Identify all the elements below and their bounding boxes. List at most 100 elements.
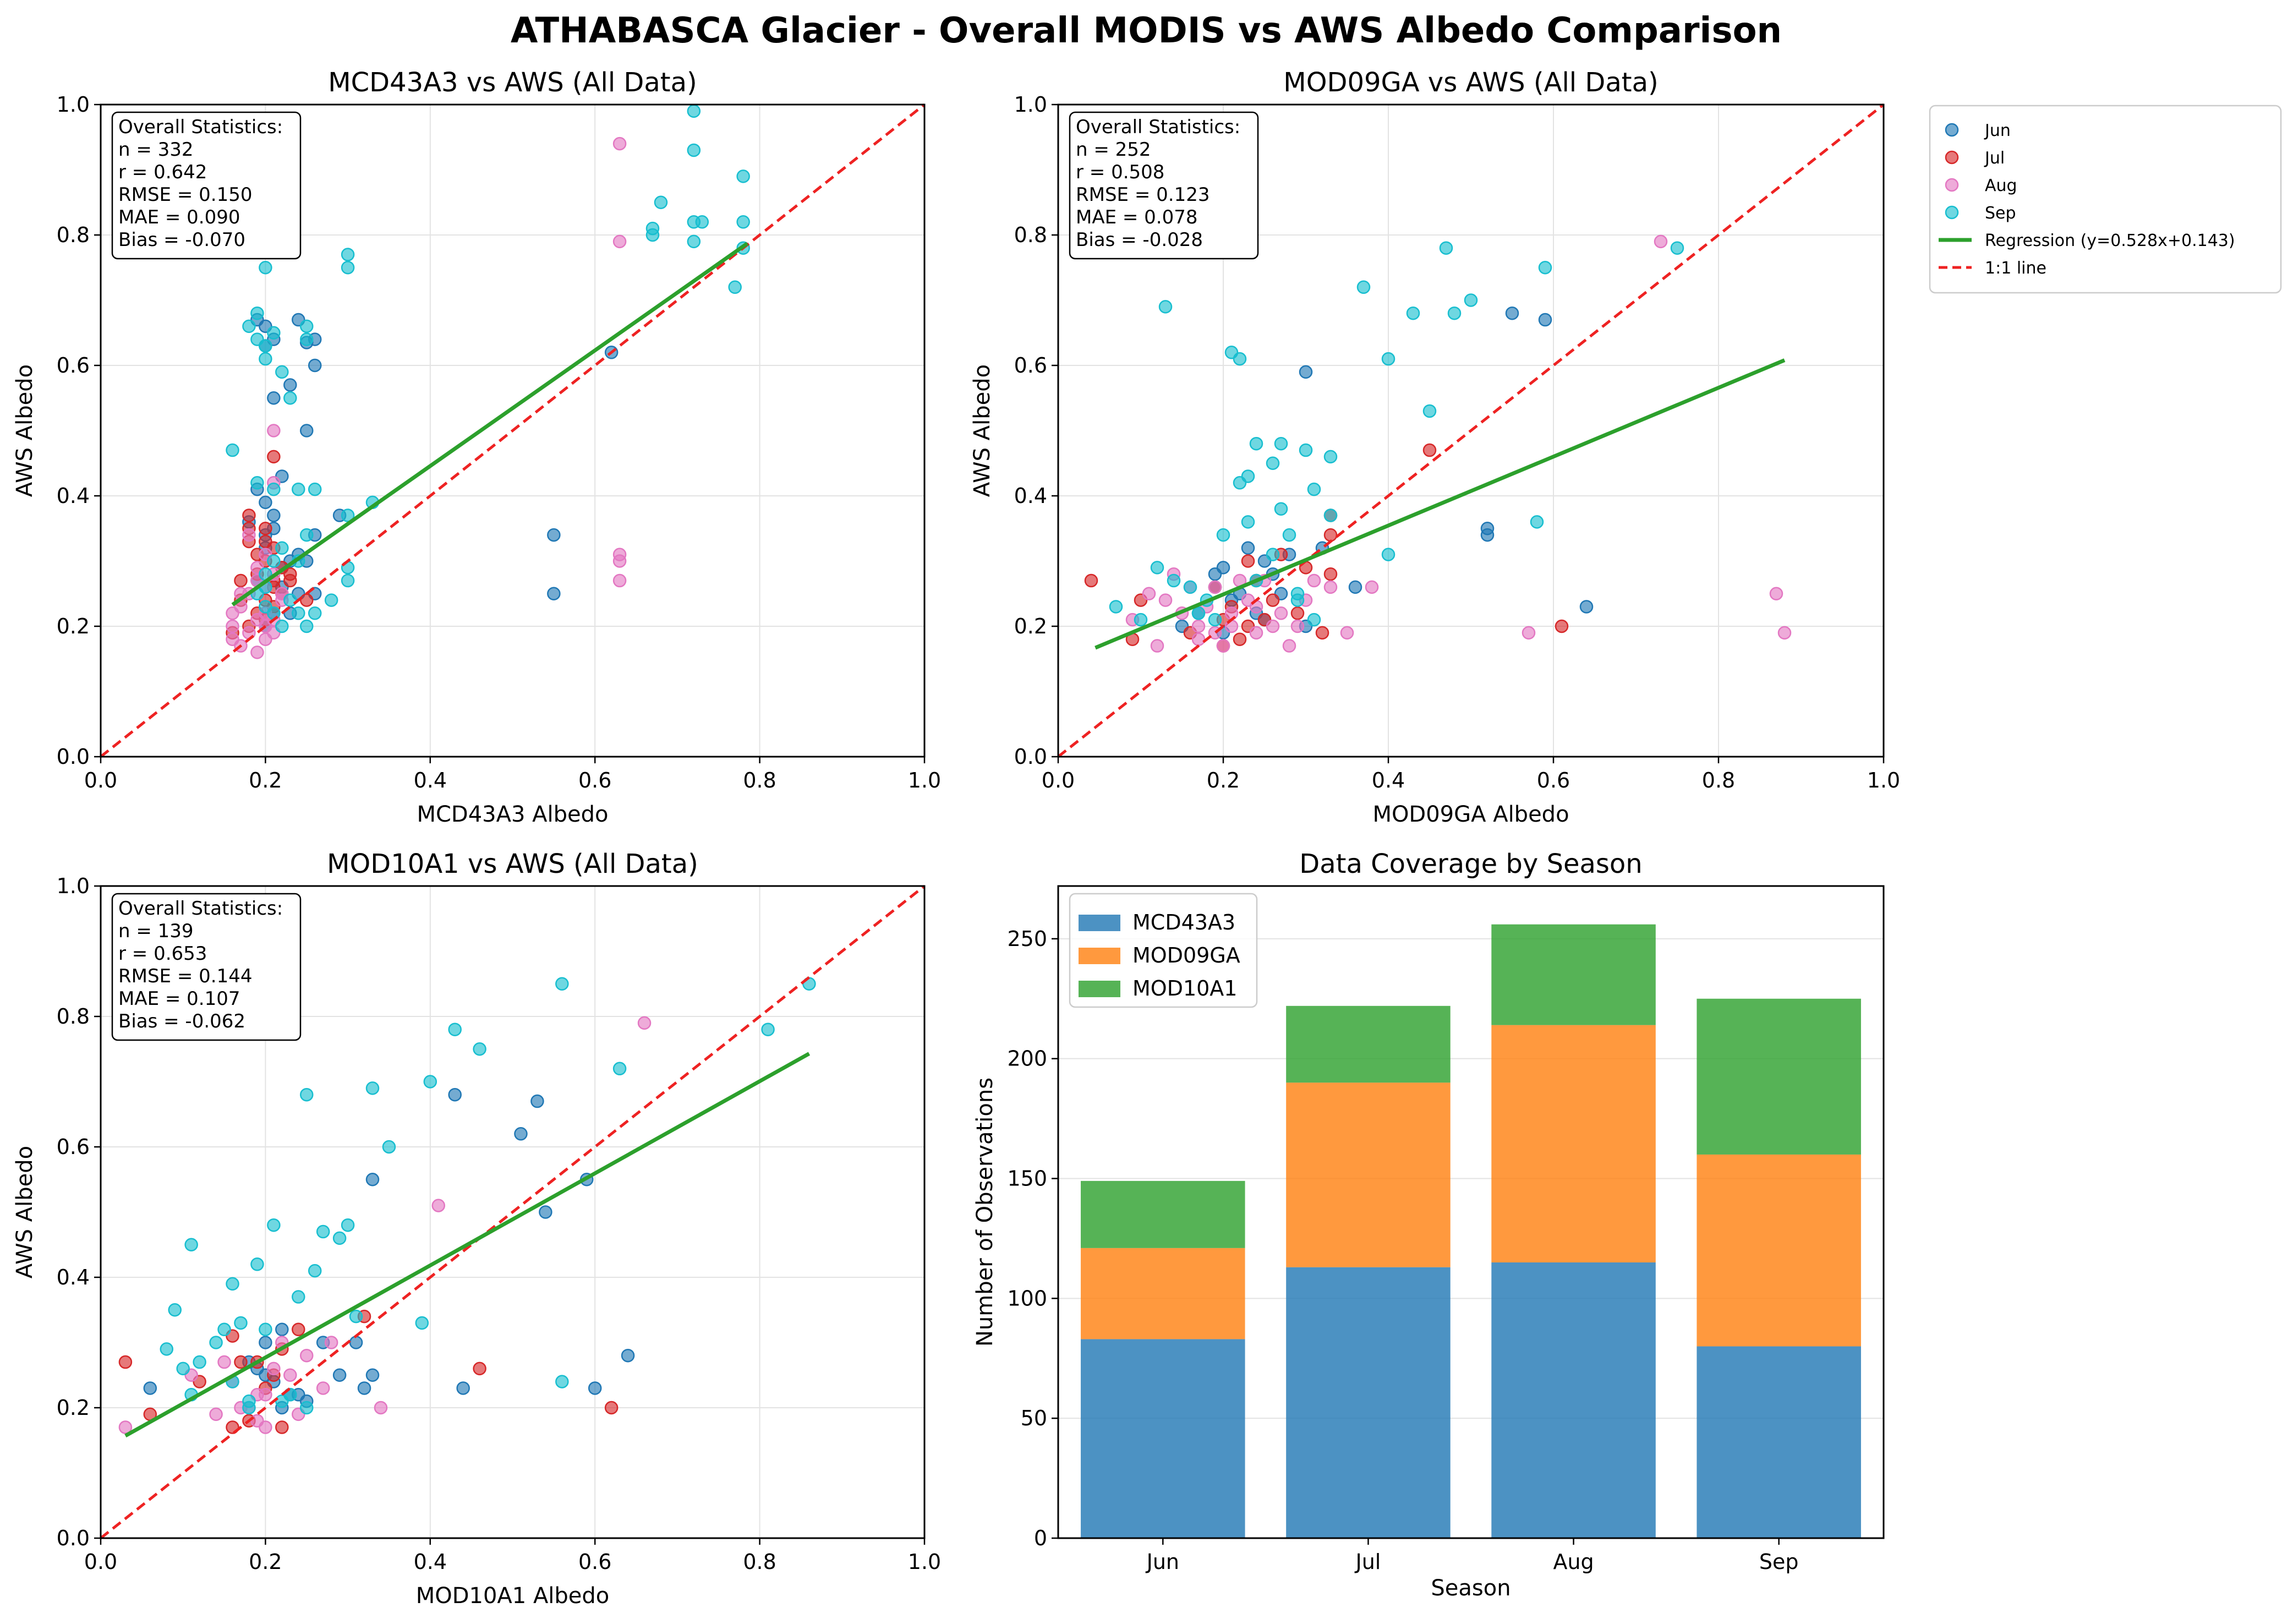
data-point-aug bbox=[118, 1420, 133, 1434]
data-point-sep bbox=[1134, 613, 1148, 627]
data-point-jun bbox=[357, 1381, 371, 1395]
y-axis-label: AWS Albedo bbox=[12, 364, 37, 497]
panel-title: MOD09GA vs AWS (All Data) bbox=[1283, 67, 1658, 98]
data-point-sep bbox=[300, 528, 314, 542]
data-point-jun bbox=[530, 1094, 544, 1108]
bar-mod09ga-jun bbox=[1081, 1248, 1245, 1339]
legend-marker-aug bbox=[1945, 178, 1959, 192]
y-axis-label: AWS Albedo bbox=[12, 1146, 37, 1278]
data-point-jul bbox=[1422, 443, 1437, 457]
data-point-aug bbox=[300, 1348, 314, 1363]
data-point-jul bbox=[259, 522, 272, 535]
data-point-jul bbox=[1315, 626, 1329, 640]
y-tick-label: 0.6 bbox=[57, 1135, 90, 1159]
legend-label: Regression (y=0.528x+0.143) bbox=[1985, 231, 2235, 250]
data-point-sep bbox=[292, 606, 305, 620]
data-point-sep bbox=[250, 306, 264, 320]
x-axis-label: MCD43A3 Albedo bbox=[417, 802, 608, 827]
data-point-aug bbox=[226, 619, 239, 633]
data-point-sep bbox=[1323, 450, 1338, 464]
stats-line: r = 0.642 bbox=[118, 161, 207, 183]
stats-line: n = 252 bbox=[1076, 139, 1151, 161]
legend-label: Aug bbox=[1985, 176, 2017, 195]
data-point-sep bbox=[1241, 469, 1255, 483]
data-point-jul bbox=[267, 450, 281, 464]
data-point-aug bbox=[1282, 639, 1296, 653]
data-point-aug bbox=[374, 1401, 388, 1415]
data-point-aug bbox=[1654, 234, 1668, 249]
data-point-sep bbox=[1307, 482, 1321, 496]
data-point-jul bbox=[118, 1355, 133, 1369]
bar-mcd43a3-jul bbox=[1286, 1267, 1451, 1538]
data-point-aug bbox=[259, 632, 272, 646]
data-point-jul bbox=[292, 1322, 305, 1337]
regression-line bbox=[231, 242, 749, 606]
data-point-sep bbox=[761, 1022, 775, 1036]
data-point-aug bbox=[1365, 580, 1379, 594]
y-tick-label: 100 bbox=[1007, 1286, 1047, 1310]
data-point-jun bbox=[456, 1381, 470, 1395]
data-point-sep bbox=[267, 482, 281, 496]
x-tick-label: 0.2 bbox=[249, 768, 282, 792]
data-point-jun bbox=[539, 1205, 552, 1219]
legend-swatch-mod09ga bbox=[1079, 948, 1120, 964]
y-tick-label: 0 bbox=[1034, 1526, 1047, 1550]
data-point-aug bbox=[267, 1361, 281, 1376]
data-point-sep bbox=[1249, 436, 1263, 451]
stats-line: MAE = 0.078 bbox=[1076, 206, 1198, 228]
data-point-sep bbox=[1241, 515, 1255, 529]
data-point-sep bbox=[341, 1218, 355, 1232]
data-point-sep bbox=[275, 619, 289, 633]
data-point-aug bbox=[1777, 626, 1792, 640]
panel-title: Data Coverage by Season bbox=[1299, 849, 1642, 879]
legend-marker-jul bbox=[1945, 150, 1959, 165]
stats-line: Bias = -0.062 bbox=[118, 1010, 245, 1032]
x-tick-label: Sep bbox=[1759, 1550, 1799, 1574]
data-point-sep bbox=[242, 1401, 256, 1415]
data-point-aug bbox=[259, 1420, 272, 1434]
data-point-sep bbox=[267, 554, 281, 568]
stats-line: RMSE = 0.150 bbox=[118, 184, 252, 206]
stats-line: RMSE = 0.123 bbox=[1076, 184, 1210, 206]
x-tick-label: 1.0 bbox=[908, 768, 941, 792]
y-axis-label: AWS Albedo bbox=[970, 364, 995, 497]
scatter-panel-3: 0.0 0.2 0.4 0.6 0.8 1.0 0.0 0.2 0.4 0.6 0.8 1.0 Over… bbox=[12, 849, 941, 1609]
data-point-sep bbox=[250, 476, 264, 490]
one-to-one-line bbox=[1057, 103, 1885, 758]
data-point-jun bbox=[283, 378, 297, 392]
legend: Jun Jul Aug Sep Regression (y=0.528x+0.143) 1… bbox=[1929, 105, 2282, 294]
data-point-sep bbox=[242, 319, 256, 333]
y-tick-label: 0.8 bbox=[57, 223, 90, 247]
y-tick-label: 0.2 bbox=[1014, 614, 1047, 638]
series-sep bbox=[160, 977, 816, 1415]
data-point-jun bbox=[349, 1336, 363, 1349]
data-point-sep bbox=[209, 1336, 223, 1349]
x-tick-label: 1.0 bbox=[908, 1550, 941, 1574]
data-point-aug bbox=[1266, 619, 1280, 633]
x-tick-label: 0.6 bbox=[1537, 768, 1570, 792]
y-tick-label: 250 bbox=[1007, 927, 1047, 951]
x-tick-label: Aug bbox=[1553, 1550, 1594, 1574]
stats-box-frame bbox=[111, 893, 302, 1041]
data-point-sep bbox=[645, 228, 660, 242]
stats-line: r = 0.508 bbox=[1076, 161, 1164, 183]
bar-mod09ga-jul bbox=[1286, 1082, 1451, 1267]
axes-frame bbox=[1057, 103, 1885, 758]
data-point-sep bbox=[341, 261, 355, 275]
bar-mod09ga-sep bbox=[1697, 1154, 1861, 1347]
data-point-jun bbox=[547, 587, 561, 600]
scatter-panel-1: 0.0 0.2 0.4 0.6 0.8 1.0 0.0 0.2 0.4 0.6 0.8 1.0 Over… bbox=[12, 67, 941, 827]
data-point-aug bbox=[1249, 626, 1263, 640]
data-point-jul bbox=[1323, 567, 1338, 581]
data-point-sep bbox=[1208, 613, 1222, 627]
data-point-jun bbox=[448, 1087, 462, 1102]
axes-frame bbox=[1057, 885, 1885, 1539]
x-tick-label: 0.2 bbox=[1207, 768, 1240, 792]
data-point-sep bbox=[349, 1309, 363, 1324]
y-tick-label: 200 bbox=[1007, 1047, 1047, 1071]
stats-line: n = 139 bbox=[118, 920, 194, 942]
data-point-sep bbox=[300, 319, 314, 333]
